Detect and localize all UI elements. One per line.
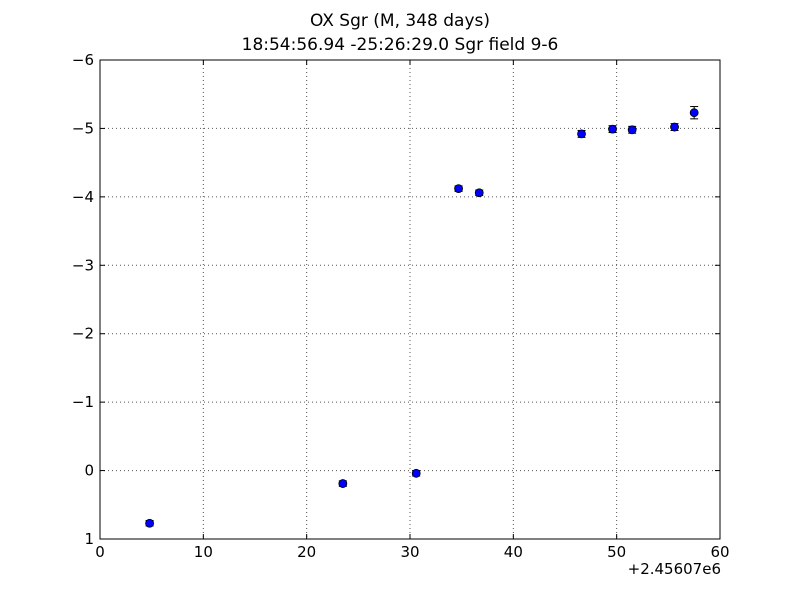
y-tick-label: −5 bbox=[72, 119, 94, 137]
data-point bbox=[145, 518, 155, 528]
data-point bbox=[338, 479, 348, 488]
data-point bbox=[608, 124, 617, 134]
x-tick-label: 10 bbox=[194, 543, 213, 561]
x-tick-label: 0 bbox=[95, 543, 105, 561]
data-point bbox=[411, 468, 421, 478]
tick-labels: 0 10 20 30 40 50 60−6−5−4−3−2−101 bbox=[72, 51, 730, 561]
x-tick-label: 20 bbox=[297, 543, 316, 561]
grid-lines bbox=[100, 60, 720, 539]
data-point bbox=[577, 129, 586, 139]
chart-title-line-1: OX Sgr (M, 348 days) bbox=[309, 11, 491, 31]
x-tick-label: 60 bbox=[710, 543, 729, 561]
y-tick-label: −6 bbox=[72, 51, 94, 69]
chart-title-line-2: 18:54:56.94 -25:26:29.0 Sgr field 9-6 bbox=[241, 35, 559, 55]
y-tick-label: −2 bbox=[72, 325, 94, 343]
x-tick-label: 40 bbox=[504, 543, 523, 561]
data-point bbox=[474, 188, 484, 198]
y-tick-label: −3 bbox=[72, 256, 94, 274]
y-tick-label: 0 bbox=[84, 462, 94, 480]
data-points bbox=[145, 106, 699, 528]
data-point bbox=[689, 108, 699, 118]
y-tick-label: −4 bbox=[72, 188, 94, 206]
y-tick-label: 1 bbox=[84, 530, 94, 548]
axis-ticks bbox=[99, 59, 721, 540]
data-point bbox=[670, 122, 679, 132]
x-tick-label: 30 bbox=[400, 543, 419, 561]
y-tick-label: −1 bbox=[72, 393, 94, 411]
x-axis-offset-label: +2.45607e6 bbox=[627, 560, 721, 578]
data-point bbox=[627, 125, 637, 135]
data-point bbox=[454, 184, 463, 194]
x-tick-label: 50 bbox=[607, 543, 626, 561]
plot-frame bbox=[99, 59, 721, 540]
